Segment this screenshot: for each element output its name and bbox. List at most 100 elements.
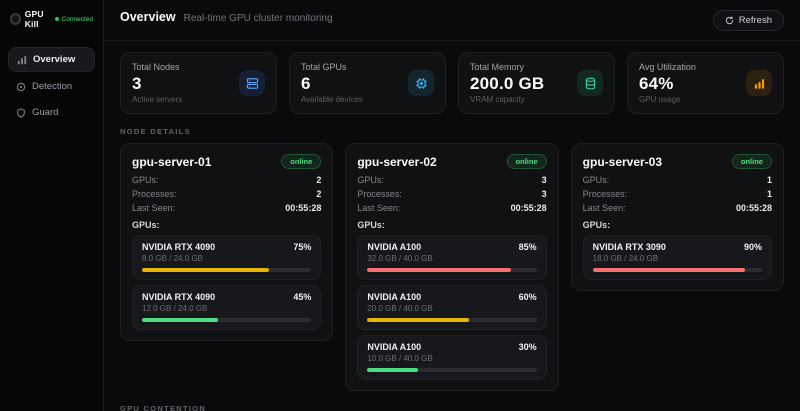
last-seen-row: Last Seen: 00:55:28 bbox=[357, 203, 547, 213]
sidebar: GPU Kill Connected Overview Detection Gu… bbox=[0, 0, 104, 411]
sidebar-item-guard[interactable]: Guard bbox=[8, 101, 95, 124]
stat-card: Total GPUs 6 Available devices bbox=[289, 52, 446, 114]
refresh-label: Refresh bbox=[738, 15, 772, 26]
stat-sublabel: VRAM capacity bbox=[470, 95, 525, 104]
gpu-item: NVIDIA RTX 4090 45% 12.0 GB / 24.0 GB bbox=[132, 285, 322, 330]
gpu-contention-section-label: GPU CONTENTION bbox=[120, 404, 207, 411]
processes-row: Processes: 1 bbox=[582, 189, 772, 199]
content: Total Nodes 3 Active servers Total GPUs … bbox=[104, 41, 800, 411]
stat-sublabel: GPU usage bbox=[639, 95, 681, 104]
utilization-bar bbox=[142, 268, 312, 272]
chip-icon bbox=[408, 70, 434, 96]
stat-text: Total Memory 200.0 GB VRAM capacity bbox=[470, 62, 544, 104]
logo-row: GPU Kill Connected bbox=[8, 9, 95, 29]
status-badge: online bbox=[281, 154, 322, 169]
shield-icon bbox=[16, 107, 26, 118]
gpu-memory: 18.0 GB / 24.0 GB bbox=[592, 254, 659, 263]
sidebar-item-overview[interactable]: Overview bbox=[8, 47, 95, 72]
stats-row: Total Nodes 3 Active servers Total GPUs … bbox=[120, 52, 784, 114]
page-subtitle: Real-time GPU cluster monitoring bbox=[183, 13, 333, 24]
node-card-gpu-server-03: gpu-server-03 online GPUs: 1 Processes: 1 … bbox=[570, 143, 784, 291]
gpu-memory: 8.0 GB / 24.0 GB bbox=[142, 254, 203, 263]
bars-icon bbox=[746, 70, 772, 96]
gpu-utilization: 75% bbox=[293, 242, 312, 252]
stat-card: Total Memory 200.0 GB VRAM capacity bbox=[458, 52, 615, 114]
app-name: GPU Kill bbox=[24, 9, 44, 29]
gpu-item: NVIDIA A100 30% 10.0 GB / 40.0 GB bbox=[357, 335, 547, 380]
gpu-name: NVIDIA RTX 4090 bbox=[142, 242, 216, 252]
gpu-name: NVIDIA A100 bbox=[367, 342, 422, 352]
database-icon bbox=[577, 70, 603, 96]
sidebar-item-detection[interactable]: Detection bbox=[8, 75, 95, 98]
gpu-utilization: 60% bbox=[518, 292, 537, 302]
page-title: Overview bbox=[120, 10, 176, 24]
gpu-item: NVIDIA A100 85% 32.0 GB / 40.0 GB bbox=[357, 235, 547, 280]
server-icon bbox=[239, 70, 265, 96]
gpu-name: NVIDIA RTX 3090 bbox=[592, 242, 666, 252]
stat-value: 200.0 GB bbox=[470, 74, 545, 93]
node-card-gpu-server-02: gpu-server-02 online GPUs: 3 Processes: 3 … bbox=[345, 143, 559, 391]
app-logo-icon bbox=[10, 13, 21, 25]
node-name: gpu-server-01 bbox=[132, 154, 212, 169]
stat-label: Total Memory bbox=[470, 62, 525, 72]
gpus-count-row: GPUs: 1 bbox=[582, 175, 772, 185]
gpu-utilization: 45% bbox=[293, 292, 312, 302]
stat-value: 64% bbox=[639, 74, 674, 93]
stat-text: Total GPUs 6 Available devices bbox=[301, 62, 363, 104]
node-card-gpu-server-01: gpu-server-01 online GPUs: 2 Processes: 2 … bbox=[120, 143, 334, 341]
processes-row: Processes: 2 bbox=[132, 189, 322, 199]
gpu-memory: 12.0 GB / 24.0 GB bbox=[142, 304, 208, 313]
gpu-list-label: GPUs: bbox=[582, 220, 611, 230]
gpu-item: NVIDIA RTX 4090 75% 8.0 GB / 24.0 GB bbox=[132, 235, 322, 280]
node-name: gpu-server-03 bbox=[582, 154, 663, 169]
gpu-list-label: GPUs: bbox=[132, 220, 160, 230]
stat-text: Total Nodes 3 Active servers bbox=[132, 62, 182, 104]
detection-icon bbox=[16, 82, 26, 92]
stat-card: Avg Utilization 64% GPU usage bbox=[627, 52, 784, 114]
stat-text: Avg Utilization 64% GPU usage bbox=[639, 62, 696, 104]
connection-label: Connected bbox=[61, 15, 93, 23]
connected-dot-icon bbox=[54, 17, 59, 21]
gpu-item: NVIDIA RTX 3090 90% 18.0 GB / 24.0 GB bbox=[582, 235, 772, 280]
stat-value: 3 bbox=[132, 74, 142, 93]
sidebar-menu: Overview Detection Guard bbox=[8, 47, 95, 124]
stat-label: Avg Utilization bbox=[639, 62, 696, 72]
status-badge: online bbox=[731, 154, 772, 169]
sidebar-item-label: Guard bbox=[32, 107, 59, 118]
sidebar-item-label: Detection bbox=[32, 81, 73, 92]
logo: GPU Kill bbox=[10, 9, 55, 29]
stat-sublabel: Active servers bbox=[132, 95, 183, 104]
status-badge: online bbox=[506, 154, 547, 169]
stat-label: Total Nodes bbox=[132, 62, 180, 72]
utilization-bar bbox=[592, 268, 762, 272]
gpus-count-row: GPUs: 3 bbox=[357, 175, 547, 185]
node-details-section-label: NODE DETAILS bbox=[120, 127, 191, 136]
connection-status: Connected bbox=[54, 15, 93, 23]
node-name: gpu-server-02 bbox=[357, 154, 437, 169]
stat-value: 6 bbox=[301, 74, 311, 93]
processes-row: Processes: 3 bbox=[357, 189, 547, 199]
stat-card: Total Nodes 3 Active servers bbox=[120, 52, 277, 114]
gpu-memory: 10.0 GB / 40.0 GB bbox=[367, 354, 433, 363]
refresh-button[interactable]: Refresh bbox=[712, 10, 784, 31]
main-area: Overview Real-time GPU cluster monitorin… bbox=[104, 0, 800, 411]
gpu-memory: 32.0 GB / 40.0 GB bbox=[367, 254, 433, 263]
sidebar-item-label: Overview bbox=[33, 54, 76, 65]
gpu-list-label: GPUs: bbox=[357, 220, 385, 230]
gpu-memory: 20.0 GB / 40.0 GB bbox=[367, 304, 433, 313]
gpu-name: NVIDIA RTX 4090 bbox=[142, 292, 216, 302]
utilization-bar bbox=[367, 368, 537, 372]
gpu-utilization: 30% bbox=[518, 342, 537, 352]
gpu-item: NVIDIA A100 60% 20.0 GB / 40.0 GB bbox=[357, 285, 547, 330]
last-seen-row: Last Seen: 00:55:28 bbox=[582, 203, 772, 213]
gpu-name: NVIDIA A100 bbox=[367, 292, 422, 302]
gpu-utilization: 85% bbox=[518, 242, 537, 252]
refresh-icon bbox=[725, 16, 734, 25]
gpu-name: NVIDIA A100 bbox=[367, 242, 422, 252]
node-cards-row: gpu-server-01 online GPUs: 2 Processes: 2 … bbox=[120, 143, 784, 391]
gpu-utilization: 90% bbox=[743, 242, 762, 252]
stat-label: Total GPUs bbox=[301, 62, 347, 72]
last-seen-row: Last Seen: 00:55:28 bbox=[132, 203, 322, 213]
stat-sublabel: Available devices bbox=[301, 95, 363, 104]
